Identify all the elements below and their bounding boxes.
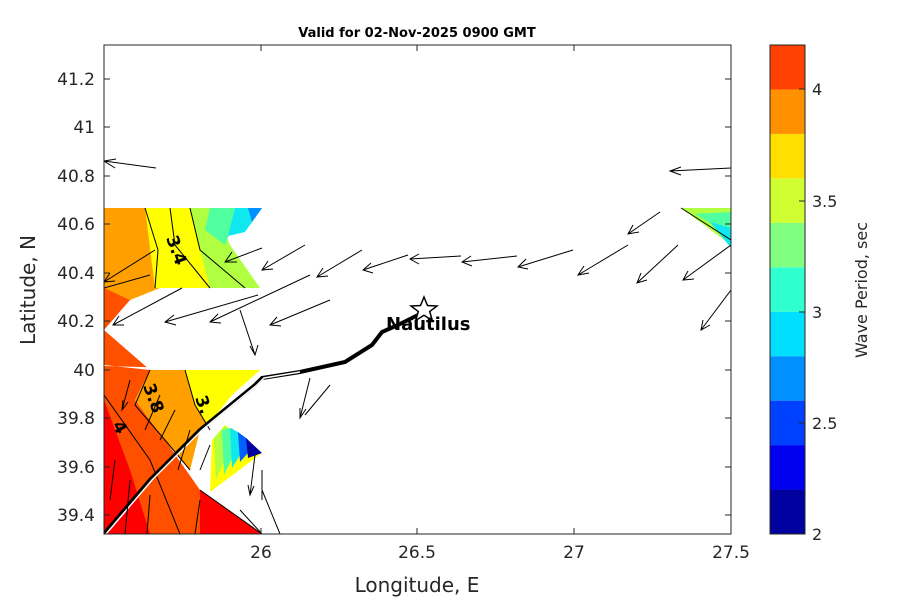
colorbar-label: Wave Period, sec	[852, 222, 871, 358]
colorbar-band	[770, 89, 805, 134]
y-tick-label: 39.4	[57, 506, 95, 526]
colorbar-tick-label: 3.5	[812, 192, 837, 211]
y-tick-label: 40.8	[57, 167, 95, 187]
colorbar-band	[770, 489, 805, 534]
wave-period-field: 3.4 3.8 4 3. Nautilus	[104, 158, 731, 534]
field-patch-right-green	[695, 212, 731, 240]
colorbar-band	[770, 356, 805, 401]
y-tick-label: 40.4	[57, 264, 95, 284]
x-tick-label: 26	[250, 543, 272, 563]
map-title: Valid for 02-Nov-2025 0900 GMT	[298, 26, 536, 41]
field-patch-green-upper	[205, 208, 240, 245]
x-axis-label: Longitude, E	[355, 573, 480, 597]
site-star-icon	[408, 295, 440, 323]
colorbar-tick-label: 4	[812, 80, 822, 99]
y-axis-label: Latitude, N	[16, 235, 40, 345]
wave-direction-arrows	[104, 158, 731, 534]
x-ticks	[260, 45, 575, 534]
x-tick-label: 27	[563, 543, 585, 563]
colorbar-tick-label: 2	[812, 525, 822, 544]
field-patch-yellow-lower	[185, 370, 260, 425]
field-white-notch-upper	[104, 288, 260, 332]
y-tick-label: 40	[73, 361, 95, 381]
field-stripe-darkblue	[246, 438, 262, 458]
y-tick-label: 40.2	[57, 312, 95, 332]
coastline-inner	[105, 371, 301, 534]
y-tick-label: 41.2	[57, 70, 95, 90]
field-stripe-blue	[238, 432, 254, 462]
y-tick-label: 40.6	[57, 215, 95, 235]
colorbar-band	[770, 267, 805, 312]
colorbar-tick-label: 3	[812, 303, 822, 322]
field-patch-yellow-upper	[145, 208, 215, 288]
x-tick-label: 26.5	[398, 543, 436, 563]
site-label: Nautilus	[386, 314, 471, 335]
y-ticks	[104, 78, 731, 516]
field-patch-blue-upper	[248, 208, 262, 222]
colorbar-band	[770, 133, 805, 179]
field-patch-right-cyan	[710, 222, 731, 248]
field-patch-orange-red-upper	[104, 288, 130, 330]
contour-lines	[104, 207, 731, 534]
y-tick-label: 39.6	[57, 458, 95, 478]
y-tick-label: 39.8	[57, 409, 95, 429]
field-white-gap-lower	[104, 365, 260, 370]
colorbar-band	[770, 311, 805, 357]
field-patch-orange-red-lower	[104, 330, 210, 534]
colorbar-band	[770, 445, 805, 490]
colorbar-frame	[769, 44, 806, 535]
colorbar-ticks	[799, 88, 805, 535]
x-tick-label: 27.5	[712, 543, 750, 563]
colorbar-band	[770, 222, 805, 268]
colorbar-band	[770, 45, 805, 90]
colorbar-tick-label: 2.5	[812, 414, 837, 433]
colorbar	[770, 45, 805, 534]
y-tick-label: 41	[73, 118, 95, 138]
